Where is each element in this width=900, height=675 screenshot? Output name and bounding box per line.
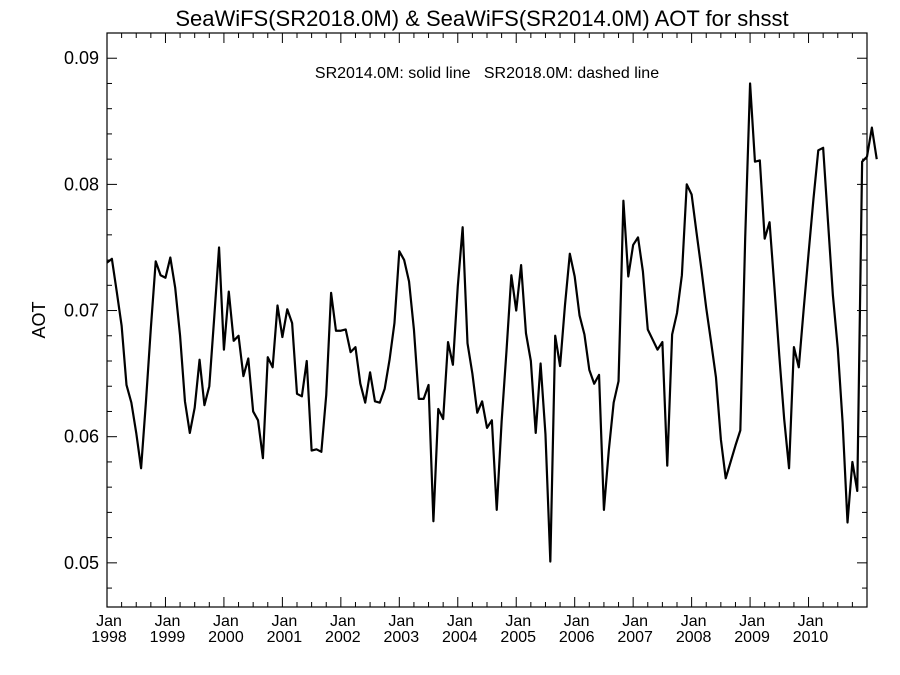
y-tick-label: 0.09 — [64, 48, 99, 68]
x-tick-month-label: Jan — [388, 613, 414, 630]
x-tick-month-label: Jan — [447, 613, 473, 630]
x-tick-year-label: 2008 — [676, 629, 712, 646]
x-tick-year-label: 2010 — [793, 629, 829, 646]
chart-title: SeaWiFS(SR2018.0M) & SeaWiFS(SR2014.0M) … — [175, 6, 788, 31]
x-tick-month-label: Jan — [271, 613, 297, 630]
x-tick-year-label: 1999 — [150, 629, 186, 646]
x-tick-month-label: Jan — [622, 613, 648, 630]
x-tick-year-label: 2009 — [734, 629, 770, 646]
x-tick-year-label: 2003 — [384, 629, 420, 646]
x-tick-year-label: 1998 — [91, 629, 127, 646]
x-tick-month-label: Jan — [564, 613, 590, 630]
x-tick-year-label: 2005 — [500, 629, 536, 646]
axis-ticks — [106, 32, 867, 607]
x-tick-month-label: Jan — [505, 613, 531, 630]
x-tick-month-label: Jan — [96, 613, 122, 630]
y-axis-label: AOT — [29, 301, 49, 338]
series-line-sr2014-0m — [106, 82, 878, 563]
y-tick-label: 0.05 — [64, 553, 99, 573]
line-style-annotation: SR2014.0M: solid line SR2018.0M: dashed … — [315, 65, 659, 82]
x-tick-labels: Jan1998Jan1999Jan2000Jan2001Jan2002Jan20… — [91, 613, 828, 646]
y-tick-label: 0.06 — [64, 427, 99, 447]
x-tick-month-label: Jan — [330, 613, 356, 630]
x-tick-month-label: Jan — [739, 613, 765, 630]
x-tick-year-label: 2000 — [208, 629, 244, 646]
x-tick-month-label: Jan — [798, 613, 824, 630]
x-tick-year-label: 2001 — [267, 629, 303, 646]
y-tick-labels: 0.05 0.06 0.07 0.08 0.09 — [64, 48, 99, 573]
x-tick-year-label: 2007 — [617, 629, 653, 646]
x-tick-year-label: 2002 — [325, 629, 361, 646]
y-tick-label: 0.07 — [64, 301, 99, 321]
data-series — [106, 82, 878, 563]
x-tick-year-label: 2006 — [559, 629, 595, 646]
x-tick-month-label: Jan — [681, 613, 707, 630]
x-tick-month-label: Jan — [213, 613, 239, 630]
x-tick-year-label: 2004 — [442, 629, 478, 646]
y-tick-label: 0.08 — [64, 174, 99, 194]
x-tick-month-label: Jan — [155, 613, 181, 630]
